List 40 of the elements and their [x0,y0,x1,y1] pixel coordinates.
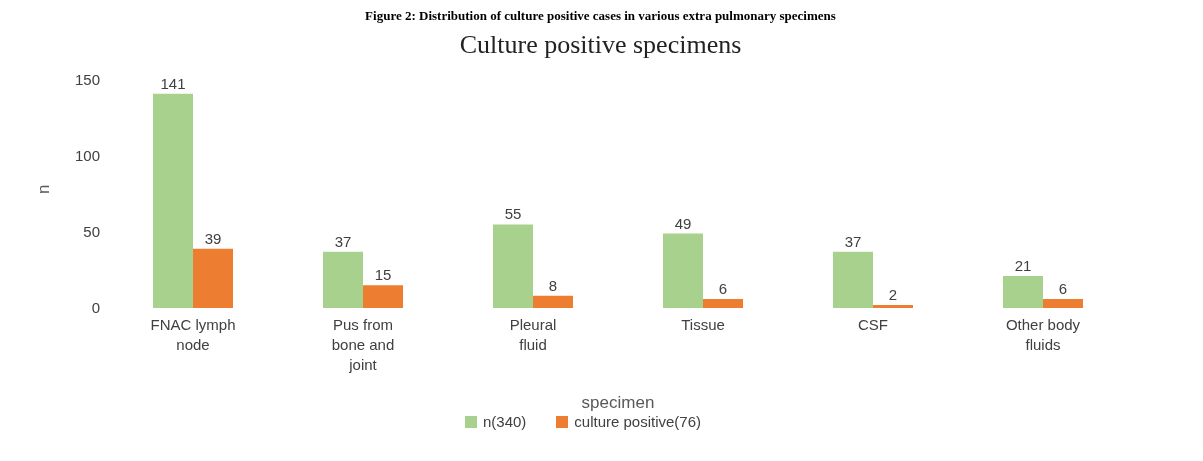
bar [833,251,873,308]
y-tick-label: 0 [91,299,100,317]
x-tick-label: CSF [858,316,888,333]
legend-label: n(340) [481,413,527,430]
chart-subtitle: Culture positive specimens [458,30,743,60]
y-axis-title: n [34,184,54,194]
bar [533,295,573,308]
data-label: 49 [674,214,692,232]
bar [363,285,403,308]
data-label: 6 [718,279,728,297]
data-label: 37 [844,232,862,250]
y-tick-label: 50 [83,223,100,241]
data-label: 6 [1058,279,1068,297]
x-axis-title: specimen [581,393,655,412]
bar [703,298,743,308]
x-tick-label: FNAC lymph node [150,316,236,353]
x-tick-label: Tissue [681,316,725,333]
x-tick-label: Pus from bone and joint [331,316,395,373]
data-label: 15 [374,266,392,284]
data-label: 141 [160,74,186,92]
data-label: 37 [334,232,352,250]
chart-title: Figure 2: Distribution of culture positive cases in various extra pulmonary specimens [364,8,837,24]
bar [1043,298,1083,308]
bar [153,93,193,308]
data-label: 8 [548,276,558,294]
y-tick-label: 150 [74,71,100,89]
bar [663,233,703,308]
legend-label: culture positive(76) [573,413,702,430]
bar [1003,276,1043,308]
data-label: 39 [204,229,222,247]
y-tick-label: 100 [74,147,100,165]
bar [493,224,533,308]
data-label: 21 [1014,257,1032,275]
bar [323,251,363,308]
x-tick-label: Other body fluids [1005,316,1081,353]
data-label: 55 [504,205,522,223]
data-label: 2 [888,285,898,303]
bar [873,304,913,308]
x-tick-label: Pleural fluid [509,316,557,353]
bar [193,248,233,308]
